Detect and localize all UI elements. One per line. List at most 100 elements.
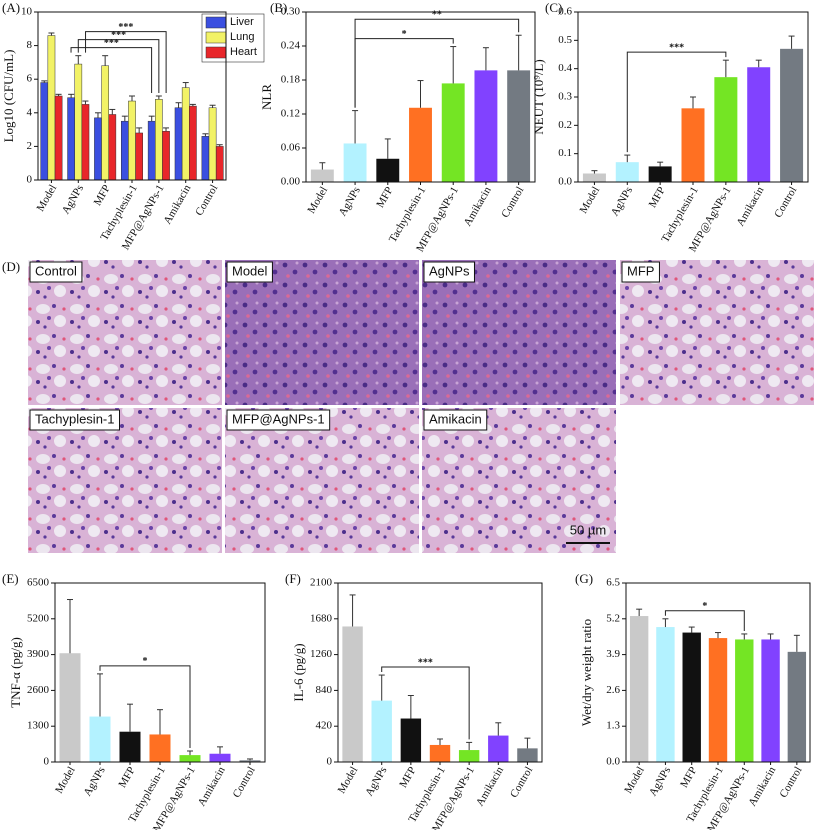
bar [89,716,111,762]
bar [371,700,392,762]
y-axis-label: NEUT (10⁹/L) [531,59,546,134]
bar [101,65,109,181]
significance-bracket [77,39,160,93]
y-tick-label: 5200 [27,612,50,624]
y-tick-label: 6 [27,73,33,85]
legend-swatch [205,46,227,59]
bar [209,753,231,762]
image-label: Control [35,263,77,278]
y-tick-label: 1260 [310,648,333,660]
significance-bracket [85,31,167,93]
bar [376,158,400,182]
histology-image [225,408,419,553]
legend-label: Liver [230,16,254,28]
x-tick-label: Model [305,185,330,216]
panel-label: (D) [2,259,20,274]
panel-label: (C) [545,0,562,15]
y-tick-label: 0.4 [558,62,572,74]
histology-image [422,408,616,553]
bar [179,755,201,762]
image-label: Model [232,263,268,278]
y-tick-label: 1.3 [606,720,620,732]
x-tick-label: Model [336,765,361,796]
y-tick-label: 0 [327,756,333,768]
legend-label: Heart [230,46,257,58]
y-tick-label: 2100 [310,577,333,589]
histology-image [422,260,616,405]
bar [147,120,156,181]
x-tick-label: AgNPs [337,185,363,219]
panel-label: (A) [2,0,20,15]
y-tick-label: 0.3 [558,91,572,103]
y-tick-label: 0.1 [558,147,572,159]
panel-label: (B) [270,0,287,15]
significance-bracket [664,610,745,631]
x-tick-label: Model [34,183,59,214]
x-tick-label: Control [193,183,220,218]
image-label-box [29,261,83,283]
x-tick-label: Model [577,185,602,216]
y-tick-label: 0 [44,756,50,768]
histology-image [225,260,419,405]
x-tick-label: Control [777,765,804,800]
y-tick-label: 0.6 [558,6,572,18]
y-tick-label: 2600 [27,684,50,696]
legend-swatch [205,16,227,29]
plot-frame [337,582,543,763]
image-label-box [423,261,475,283]
image-label: MFP [627,263,654,278]
panel-label: (G) [575,571,593,586]
bar [708,638,728,762]
bar [656,627,675,762]
image-label-box [621,261,660,283]
bar [714,77,738,182]
x-tick-label: MFP [647,185,668,210]
y-axis-label: Log10 (CFU/mL) [1,50,16,143]
panel-label: (F) [285,571,301,586]
x-tick-label: Control [231,765,258,800]
y-tick-label: 0.5 [558,34,572,46]
bar [780,48,804,183]
significance-bracket [354,38,454,108]
bar [681,108,705,182]
significance-label: ** [432,10,442,21]
scale-bar-label: 50 µm [570,522,606,537]
y-tick-label: 0.30 [281,6,301,18]
significance-label: *** [104,38,119,49]
y-axis-label: Wet/dry weight ratio [579,619,594,726]
y-axis-label: IL-6 (pg/g) [291,643,306,701]
bar [735,639,754,762]
y-tick-label: 0 [27,174,33,186]
image-label: MFP@AgNPs-1 [232,411,325,426]
x-tick-label: Control [508,765,535,800]
y-axis-label: NLR [259,84,274,110]
y-tick-label: 1680 [310,612,333,624]
y-tick-label: 0.24 [281,40,301,52]
significance-label: *** [118,22,133,33]
bar [342,626,363,762]
image-label: Amikacin [429,411,482,426]
y-tick-label: 0.2 [558,119,572,131]
x-tick-label: Control [499,185,526,220]
x-tick-label: AgNPs [363,765,389,799]
bar [343,143,367,182]
y-tick-label: 3.9 [606,648,620,660]
x-tick-label: MFP [374,185,395,210]
bar [507,70,531,182]
y-tick-label: 2 [27,140,33,152]
bar [119,731,141,762]
bar [54,95,63,181]
bar [582,173,606,182]
x-tick-label: Model [622,765,647,796]
y-tick-label: 8 [27,39,33,51]
y-tick-label: 10 [21,6,33,18]
significance-label: *** [669,42,684,53]
y-tick-label: 0.06 [281,142,301,154]
bar [94,117,102,181]
x-tick-label: Amikacin [734,184,766,228]
bar [429,744,451,762]
bar [761,639,780,762]
bar [409,107,432,182]
x-tick-label: MFP [116,765,137,790]
